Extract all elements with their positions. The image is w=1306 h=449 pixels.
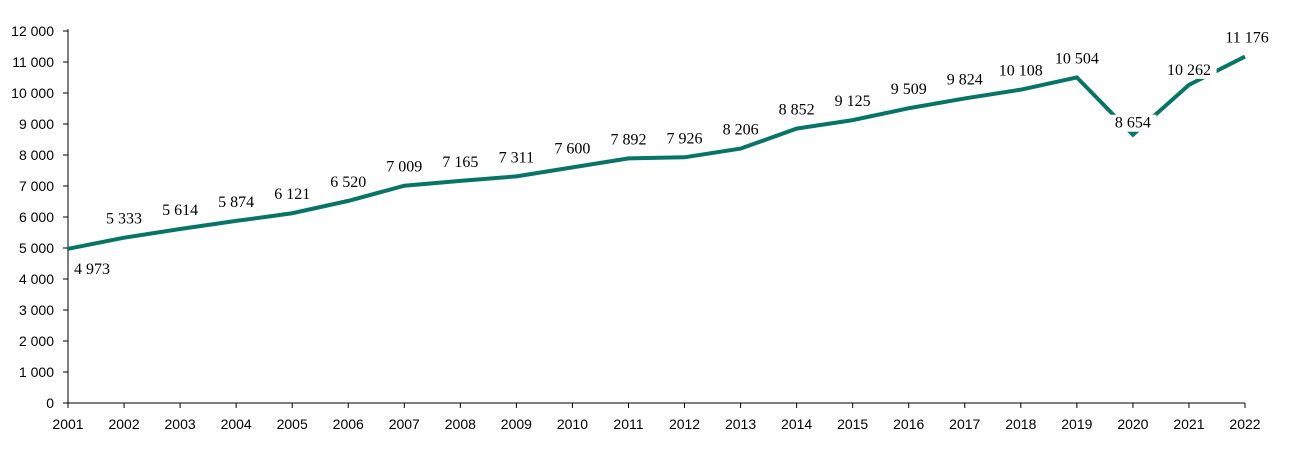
x-tick-label: 2008 bbox=[445, 416, 476, 432]
data-label: 11 176 bbox=[1225, 30, 1268, 47]
y-tick-label: 3 000 bbox=[19, 302, 54, 318]
data-point bbox=[570, 165, 574, 169]
data-point bbox=[1075, 75, 1079, 79]
data-point bbox=[683, 155, 687, 159]
x-tick-label: 2016 bbox=[893, 416, 924, 432]
data-point bbox=[626, 156, 630, 160]
y-tick-label: 11 000 bbox=[12, 54, 54, 70]
data-label: 7 165 bbox=[442, 154, 478, 171]
x-tick-label: 2020 bbox=[1117, 416, 1148, 432]
data-label: 9 824 bbox=[947, 71, 983, 88]
data-label: 7 009 bbox=[386, 159, 422, 176]
x-tick-label: 2021 bbox=[1173, 416, 1204, 432]
data-point bbox=[851, 118, 855, 122]
data-label: 5 874 bbox=[218, 194, 254, 211]
y-tick-label: 1 000 bbox=[19, 364, 54, 380]
y-tick-label: 7 000 bbox=[19, 178, 54, 194]
y-tick-label: 6 000 bbox=[19, 209, 54, 225]
data-point bbox=[1019, 88, 1023, 92]
x-tick-label: 2018 bbox=[1005, 416, 1036, 432]
y-tick-label: 9 000 bbox=[19, 116, 54, 132]
x-tick-label: 2001 bbox=[52, 416, 83, 432]
data-point bbox=[290, 211, 294, 215]
y-tick-label: 5 000 bbox=[19, 240, 54, 256]
data-label: 8 654 bbox=[1115, 115, 1151, 132]
data-point bbox=[963, 96, 967, 100]
x-axis: 2001 2002 2003 2004 2005 2006 2007 2008 2009 2010… bbox=[52, 402, 1261, 432]
data-point bbox=[514, 174, 518, 178]
y-tick-label: 12 000 bbox=[11, 23, 54, 39]
y-tick-label: 10 000 bbox=[11, 85, 54, 101]
data-label: 6 121 bbox=[274, 186, 310, 203]
data-point bbox=[234, 219, 238, 223]
x-tick-label: 2012 bbox=[669, 416, 700, 432]
x-tick-label: 2011 bbox=[613, 416, 643, 432]
data-label-background bbox=[1161, 61, 1217, 79]
data-label: 7 892 bbox=[610, 131, 646, 148]
data-point bbox=[907, 106, 911, 110]
x-tick-label: 2006 bbox=[333, 416, 364, 432]
data-point bbox=[1131, 133, 1135, 137]
x-tick-label: 2010 bbox=[557, 416, 588, 432]
data-point bbox=[795, 127, 799, 131]
x-tick-label: 2022 bbox=[1229, 416, 1260, 432]
data-label: 9 509 bbox=[891, 81, 927, 98]
series-line bbox=[67, 54, 1246, 251]
x-tick-label: 2014 bbox=[781, 416, 812, 432]
data-point bbox=[346, 199, 350, 203]
x-tick-label: 2007 bbox=[389, 416, 420, 432]
data-point bbox=[1243, 55, 1247, 59]
data-label: 7 926 bbox=[667, 130, 703, 147]
data-point bbox=[178, 227, 182, 231]
x-tick-label: 2013 bbox=[725, 416, 756, 432]
data-label: 10 108 bbox=[999, 63, 1043, 80]
y-axis: 0 1 000 2 000 3 000 4 000 5 000 6 000 7 000 8 00… bbox=[11, 23, 69, 411]
y-tick-label: 0 bbox=[46, 395, 54, 411]
y-tick-label: 4 000 bbox=[19, 271, 54, 287]
x-tick-label: 2003 bbox=[165, 416, 196, 432]
y-tick-label: 8 000 bbox=[19, 147, 54, 163]
data-label: 6 520 bbox=[330, 174, 366, 191]
data-label: 8 852 bbox=[779, 102, 815, 119]
data-label: 10 504 bbox=[1055, 50, 1099, 67]
series-area bbox=[66, 54, 1247, 251]
x-tick-label: 2002 bbox=[108, 416, 139, 432]
x-tick-label: 2017 bbox=[949, 416, 980, 432]
data-label: 5 614 bbox=[162, 202, 198, 219]
x-tick-label: 2004 bbox=[221, 416, 252, 432]
data-label: 8 206 bbox=[723, 122, 759, 139]
data-label-background bbox=[1109, 114, 1157, 132]
data-label: 5 333 bbox=[106, 211, 142, 228]
data-point bbox=[66, 247, 70, 251]
data-point bbox=[1187, 83, 1191, 87]
x-tick-label: 2009 bbox=[501, 416, 532, 432]
data-label: 7 600 bbox=[554, 140, 590, 157]
data-label: 7 311 bbox=[499, 149, 534, 166]
y-tick-label: 2 000 bbox=[19, 333, 54, 349]
data-label: 9 125 bbox=[835, 93, 871, 110]
x-tick-label: 2015 bbox=[837, 416, 868, 432]
data-point bbox=[402, 184, 406, 188]
x-tick-label: 2005 bbox=[277, 416, 308, 432]
data-label: 4 973 bbox=[74, 261, 110, 278]
data-point bbox=[122, 236, 126, 240]
data-point bbox=[458, 179, 462, 183]
data-label: 10 262 bbox=[1167, 62, 1211, 79]
data-labels: 4 973 5 333 5 614 5 874 6 121 6 520 7 009 7 165… bbox=[74, 30, 1269, 278]
x-tick-label: 2019 bbox=[1061, 416, 1092, 432]
data-point bbox=[739, 147, 743, 151]
